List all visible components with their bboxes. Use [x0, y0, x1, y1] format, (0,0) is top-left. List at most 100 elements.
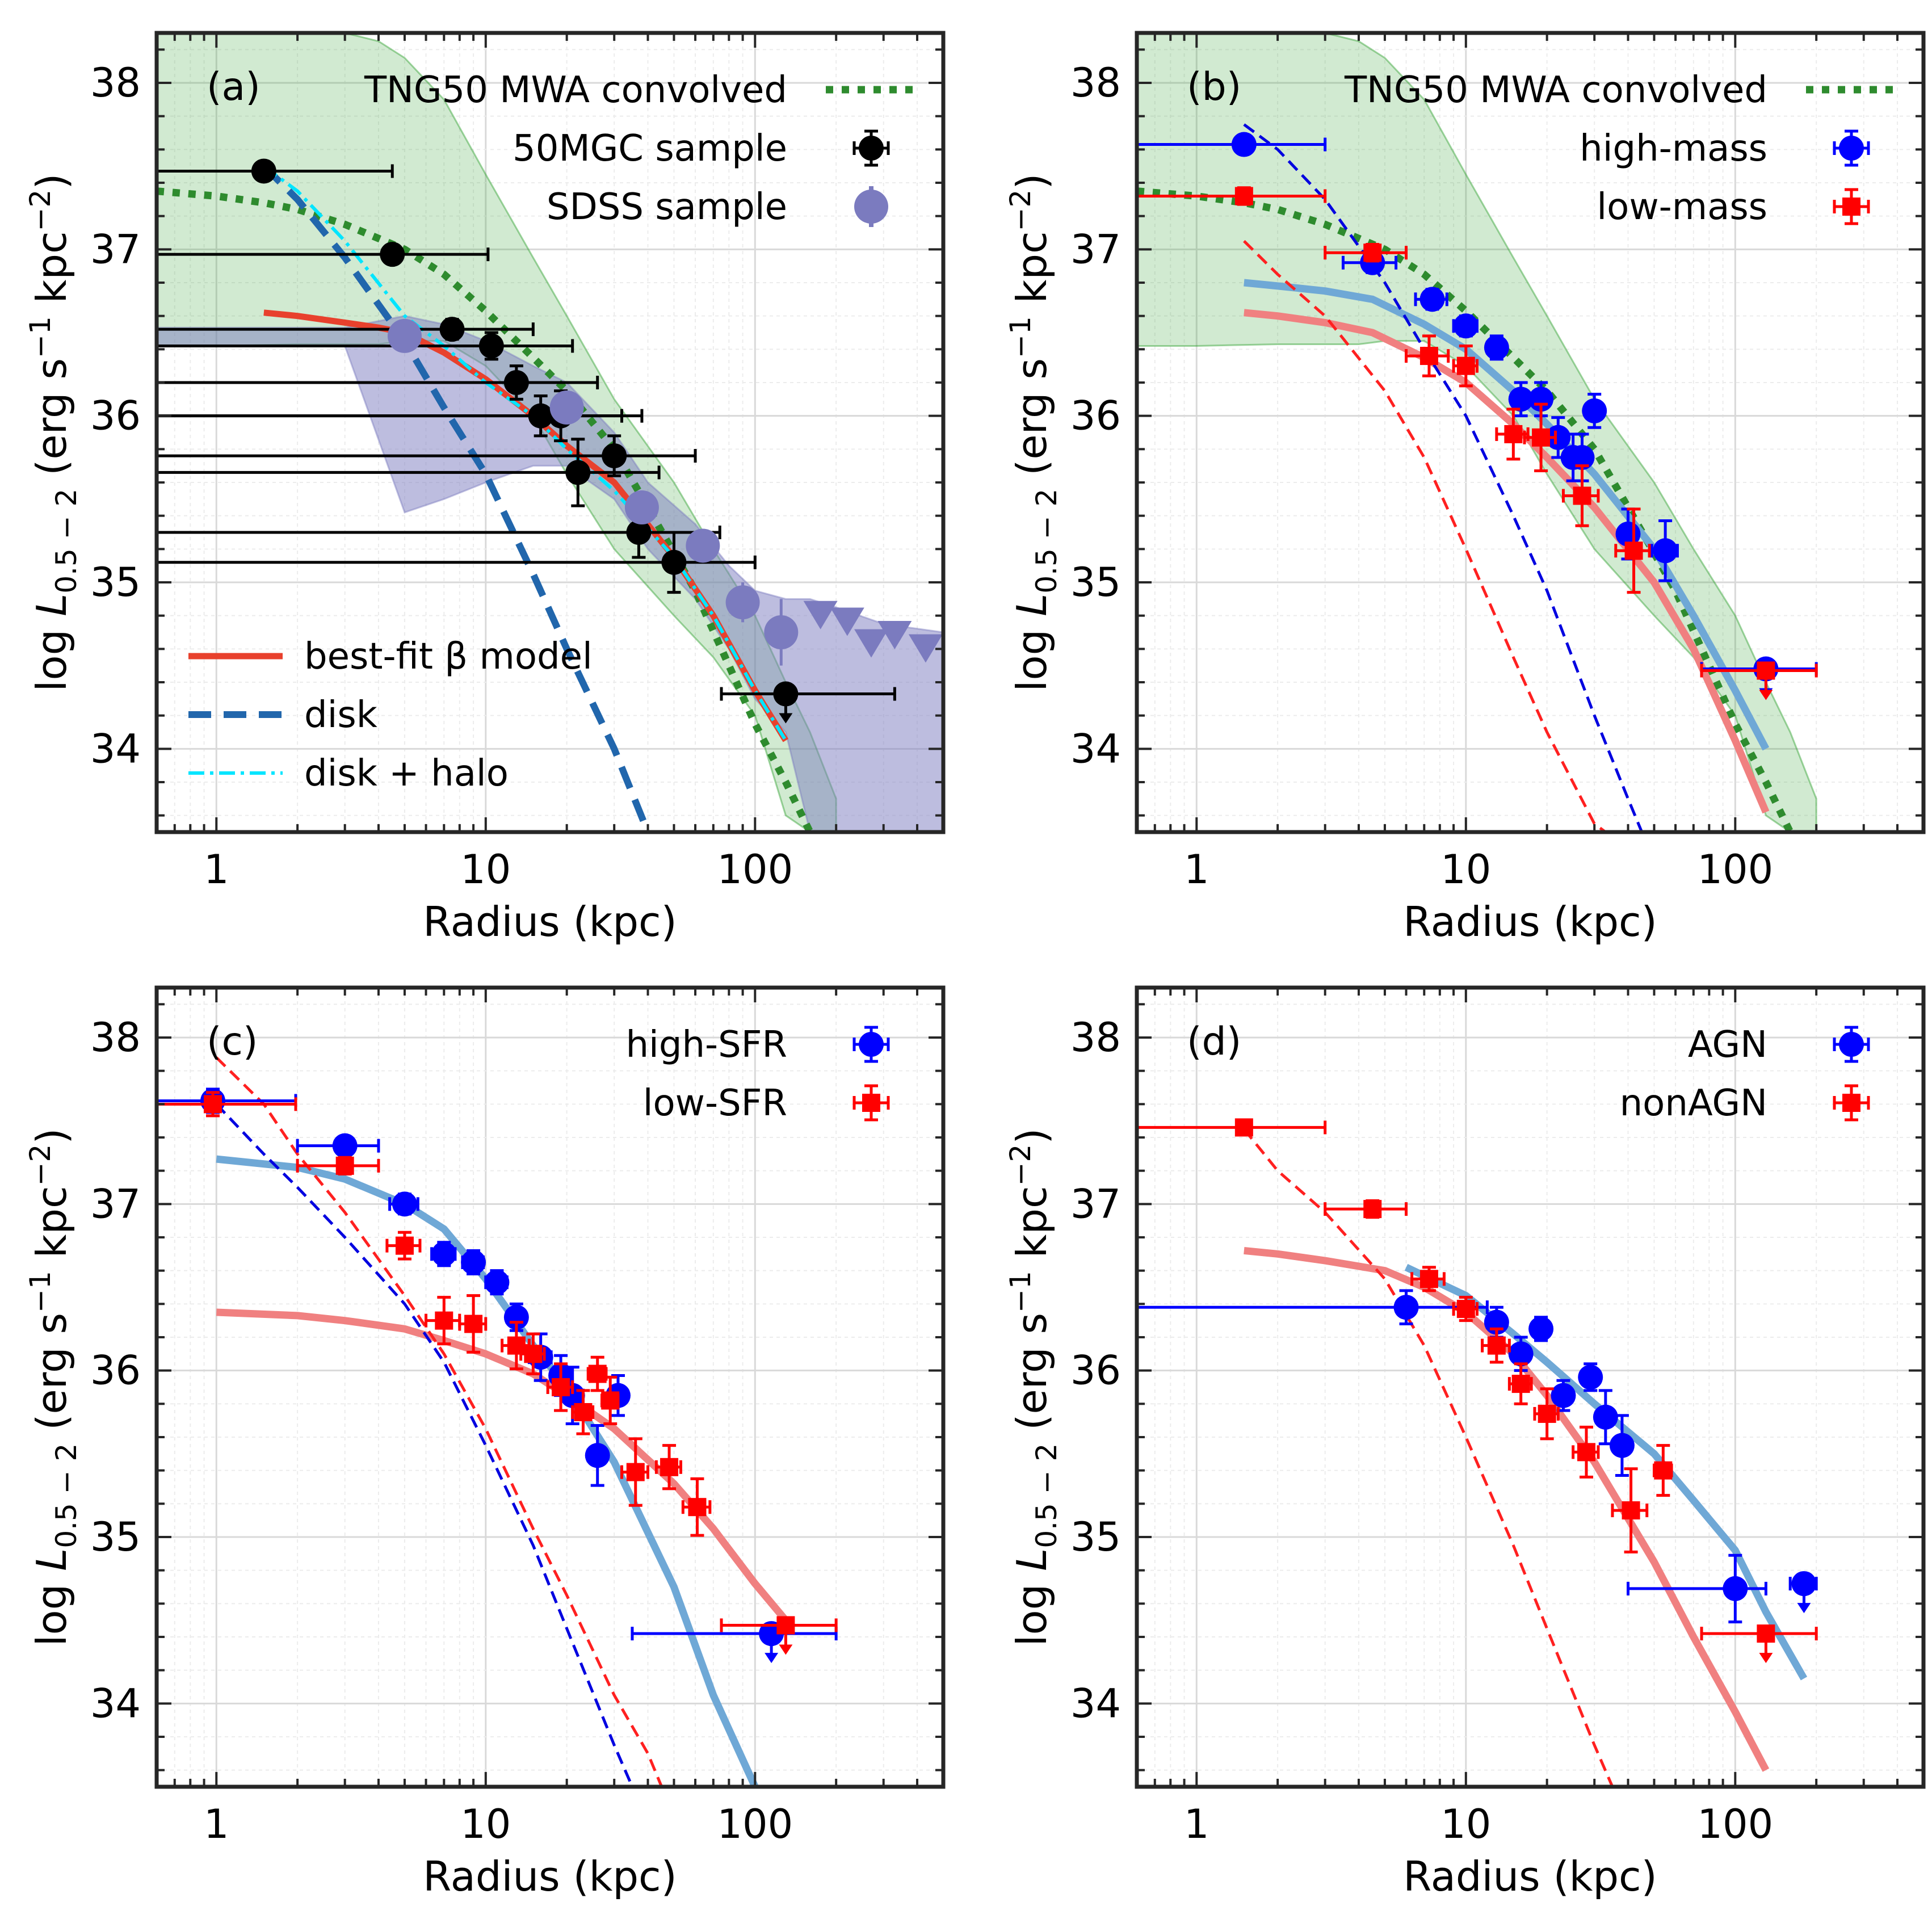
- agn-point: [1723, 1576, 1748, 1601]
- ticks: [1136, 988, 1925, 1787]
- high-sfr-point: [585, 1443, 610, 1468]
- low-sfr-point: [552, 1378, 570, 1396]
- 50mgc-sample-point: [565, 460, 591, 485]
- legend: TNG50 MWA convolved 50MGC sample SDSS samp…: [364, 69, 917, 228]
- tng50-mwa-convolved-line: [157, 187, 814, 832]
- y-axis-label-sub: 0.5 − 2: [1030, 489, 1063, 594]
- 50mgc-sample-point: [602, 443, 627, 469]
- y-axis-label-L: L: [28, 1548, 75, 1571]
- sdss-sample-band: [157, 315, 943, 832]
- y-axis-label-L: L: [1008, 594, 1056, 616]
- y-axis-label-units1: (erg s: [28, 1313, 75, 1443]
- sdss-sample-point-limit: [854, 629, 889, 658]
- y-axis-label-sup1: −1: [1004, 316, 1037, 358]
- sdss-sample-point-limit: [830, 607, 864, 636]
- axes-frame: [1135, 985, 1926, 1789]
- y-tick-label-36: 36: [1070, 1347, 1121, 1394]
- agn-point: [1791, 1571, 1817, 1597]
- agn-point: [1551, 1383, 1576, 1408]
- high-mass-point: [1231, 132, 1257, 157]
- legend: AGN nonAGN: [1620, 1024, 1870, 1124]
- sdss-sample-series: [387, 318, 943, 666]
- high-mass-point: [1484, 335, 1509, 360]
- low-sfr-point: [660, 1458, 679, 1476]
- plot-area: [157, 33, 943, 832]
- y-tick-label-35: 35: [90, 1514, 141, 1560]
- legend-lower: best-fit β model disk disk + halo: [188, 636, 593, 795]
- agn-point-limit-arrow: [1797, 1603, 1811, 1614]
- y-axis-label: log L0.5 − 2 (erg s−1 kpc−2): [24, 1128, 83, 1647]
- panel-d: 1 10 100 34 35 36 37 38 Radius (kpc) log L0.5 − 2…: [1004, 985, 1926, 1900]
- low-sfr-point: [507, 1336, 526, 1355]
- legend-marker: [862, 1094, 880, 1112]
- tng50-mwa-convolved-band: [1137, 33, 1817, 832]
- sdss-sample-point: [624, 490, 659, 524]
- low-mass-point: [1504, 425, 1523, 443]
- y-axis-label-sup1: −1: [24, 1271, 57, 1313]
- low-mass-disk-line: [1243, 240, 1607, 832]
- y-axis-label-units2: kpc: [28, 1186, 75, 1271]
- y-tick-label-36: 36: [90, 1347, 141, 1394]
- low-mass-point-limit-arrow: [1759, 690, 1773, 700]
- sdss-sample-point: [387, 318, 422, 353]
- x-tick-label-100: 100: [717, 846, 793, 893]
- plot-area: [157, 1056, 838, 1787]
- nonagn-series: [1137, 1118, 1818, 1664]
- low-sfr-model-line: [216, 1308, 789, 1623]
- legend-item-disk: disk: [188, 694, 377, 736]
- low-mass-point: [1363, 243, 1382, 262]
- axes-frame: [154, 31, 946, 834]
- low-sfr-point: [335, 1156, 354, 1175]
- x-tick-label-10: 10: [460, 1801, 511, 1847]
- y-tick-label-37: 37: [1070, 1181, 1121, 1227]
- high-mass-point: [1508, 387, 1534, 412]
- nonagn-point: [1363, 1200, 1382, 1219]
- legend-label: disk: [304, 694, 377, 736]
- legend-label: disk + halo: [304, 753, 509, 795]
- y-axis-label-close: ): [1008, 174, 1056, 190]
- y-tick-label-37: 37: [90, 226, 141, 272]
- legend-marker: [1842, 198, 1860, 216]
- x-tick-label-10: 10: [1440, 1801, 1491, 1847]
- low-sfr-point: [464, 1315, 483, 1333]
- y-axis-label-units2: kpc: [1008, 1186, 1056, 1271]
- 50mgc-sample-point: [626, 520, 652, 545]
- legend-label: 50MGC sample: [513, 128, 787, 170]
- agn-point: [1508, 1341, 1534, 1367]
- nonagn-point: [1654, 1461, 1673, 1480]
- y-axis-label-log: log: [28, 616, 75, 692]
- x-axis-label: Radius (kpc): [1403, 1853, 1657, 1900]
- nonagn-disk-line: [1242, 1128, 1614, 1787]
- sdss-sample-point: [764, 615, 799, 649]
- nonagn-point: [1538, 1404, 1556, 1423]
- low-mass-series: [1137, 186, 1818, 700]
- y-tick-label-36: 36: [1070, 393, 1121, 439]
- plot-area: [1137, 33, 1818, 832]
- nonagn-point: [1757, 1624, 1775, 1643]
- 50mgc-sample-point: [380, 242, 405, 267]
- y-axis-label-sup2: −2: [24, 1144, 57, 1186]
- legend-marker: [1839, 1032, 1864, 1057]
- high-mass-point: [1653, 538, 1678, 564]
- legend-item-high-sfr: high-SFR: [625, 1024, 890, 1066]
- low-mass-point: [1757, 661, 1775, 680]
- y-tick-label-38: 38: [90, 60, 141, 106]
- high-mass-point: [1545, 425, 1571, 450]
- y-tick-label-36: 36: [90, 393, 141, 439]
- y-tick-label-38: 38: [90, 1014, 141, 1061]
- sdss-sample-point: [686, 528, 720, 563]
- legend-item-best-fit-model: best-fit β model: [188, 636, 593, 678]
- y-axis-label: log L0.5 − 2 (erg s−1 kpc−2): [24, 174, 83, 692]
- grid: [157, 988, 943, 1787]
- y-axis-label-close: ): [1008, 1128, 1056, 1144]
- y-tick-label-34: 34: [1070, 725, 1121, 772]
- nonagn-point: [1622, 1501, 1640, 1520]
- high-sfr-point-limit-arrow: [765, 1653, 779, 1664]
- y-axis-label-units2: kpc: [28, 231, 75, 316]
- legend-marker: [1842, 1094, 1860, 1112]
- low-sfr-point: [395, 1236, 414, 1255]
- x-axis-label: Radius (kpc): [423, 1853, 677, 1900]
- legend-item-low-mass: low-mass: [1597, 186, 1870, 228]
- high-mass-disk-line: [1243, 123, 1644, 832]
- 50mgc-sample-series: [157, 158, 896, 724]
